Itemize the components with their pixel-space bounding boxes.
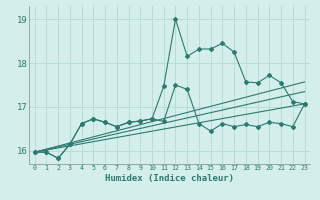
X-axis label: Humidex (Indice chaleur): Humidex (Indice chaleur) [105,174,234,183]
